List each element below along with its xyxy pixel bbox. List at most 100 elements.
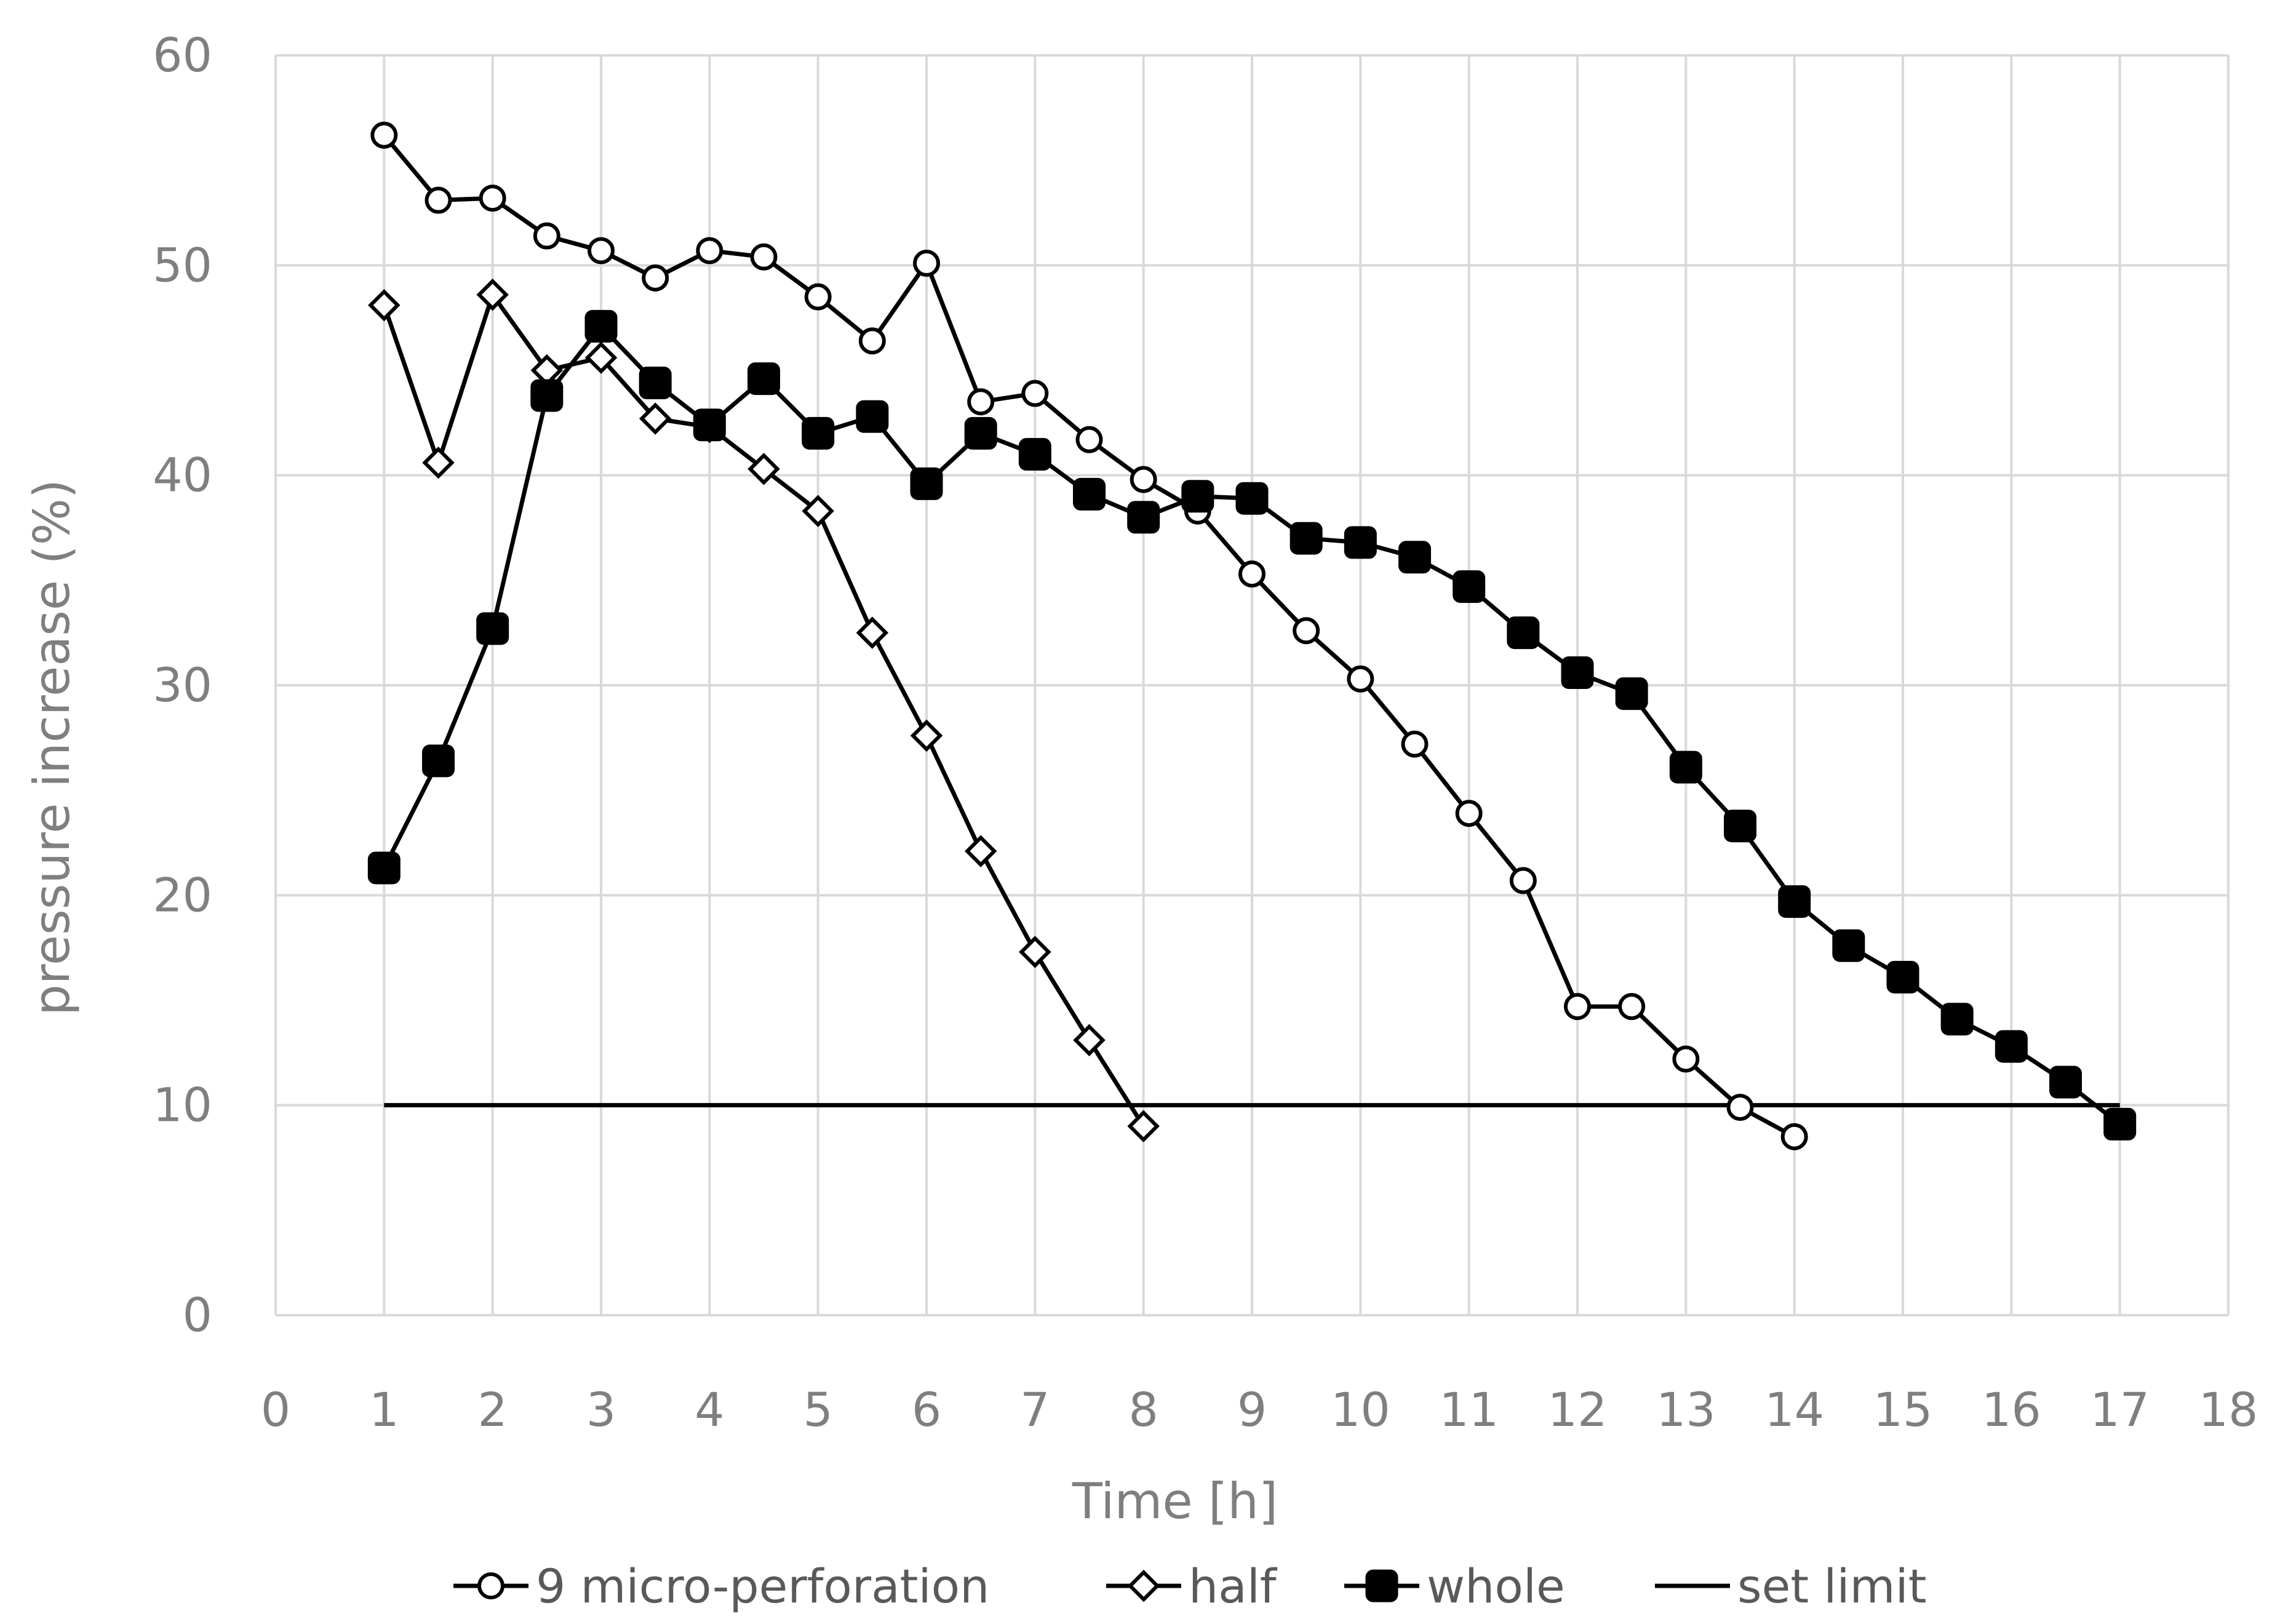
data-point-whole: [1073, 477, 1106, 511]
x-tick-label: 8: [1128, 1382, 1158, 1437]
y-axis-title: pressure increase (%): [23, 479, 81, 1016]
data-point-9-micro-perforation: [533, 222, 560, 250]
data-point-9-micro-perforation: [479, 185, 506, 212]
data-point-whole: [1398, 541, 1431, 574]
x-tick-label: 14: [1764, 1382, 1824, 1437]
data-point-half: [584, 341, 618, 374]
x-tick-label: 12: [1548, 1382, 1608, 1437]
data-point-whole: [1289, 522, 1323, 555]
data-point-whole: [2103, 1107, 2137, 1140]
data-point-whole: [1778, 885, 1811, 918]
data-point-9-micro-perforation: [858, 327, 886, 355]
data-point-9-micro-perforation: [1401, 730, 1429, 758]
data-point-half: [1019, 936, 1051, 968]
x-tick-labels: 0 1 2 3 4 5 6 7 8 9 10 11 12 13 14 15 16 17 18: [261, 1382, 2258, 1437]
data-point-whole: [1235, 482, 1269, 515]
data-point-9-micro-perforation: [1293, 617, 1320, 645]
legend-marker-whole: [1365, 1569, 1398, 1602]
data-point-9-micro-perforation: [1021, 380, 1049, 407]
data-point-half: [747, 453, 780, 485]
x-tick-label: 0: [261, 1382, 290, 1437]
legend-item-9-micro-perforation: 9 micro-perforation: [453, 1559, 989, 1614]
data-point-whole: [802, 416, 835, 450]
data-point-half: [1127, 1110, 1160, 1143]
data-point-half: [964, 835, 997, 867]
data-point-9-micro-perforation: [1618, 993, 1646, 1021]
legend-label-9-micro-perforation: 9 micro-perforation: [536, 1559, 989, 1614]
x-tick-label: 3: [586, 1382, 616, 1437]
data-point-9-micro-perforation: [1075, 426, 1103, 453]
legend-item-set-limit: set limit: [1655, 1559, 1927, 1614]
data-point-whole: [693, 408, 726, 442]
data-point-whole: [1127, 501, 1160, 534]
data-point-half: [476, 278, 509, 311]
data-point-whole: [422, 744, 455, 778]
series-9-micro-perforation: [370, 121, 1808, 1150]
legend-label-half: half: [1189, 1559, 1278, 1614]
y-tick-label: 10: [153, 1078, 212, 1132]
data-point-whole: [639, 366, 672, 399]
data-point-whole: [1561, 656, 1594, 690]
data-point-whole: [964, 416, 997, 450]
data-point-9-micro-perforation: [1564, 993, 1591, 1021]
data-point-whole: [530, 379, 564, 412]
data-point-whole: [1995, 1030, 2028, 1063]
data-point-9-micro-perforation: [1130, 466, 1157, 493]
data-point-whole: [1181, 480, 1214, 513]
data-point-half: [422, 446, 455, 479]
x-tick-label: 18: [2199, 1382, 2258, 1437]
x-axis-title: Time [h]: [1072, 1473, 1278, 1530]
data-point-whole: [856, 400, 889, 433]
data-point-whole: [1940, 1003, 1974, 1036]
data-point-whole: [1724, 810, 1756, 843]
x-tick-label: 4: [695, 1382, 724, 1437]
data-point-whole: [1615, 677, 1648, 710]
legend: 9 micro-perforation half whole set limit: [453, 1559, 1927, 1614]
data-point-9-micro-perforation: [1726, 1094, 1754, 1121]
x-tick-label: 11: [1439, 1382, 1499, 1437]
data-point-whole: [1018, 438, 1051, 471]
x-tick-label: 9: [1237, 1382, 1267, 1437]
data-point-9-micro-perforation: [1455, 800, 1483, 827]
x-tick-label: 13: [1656, 1382, 1716, 1437]
y-tick-label: 0: [183, 1288, 212, 1342]
series-group: [367, 121, 2137, 1150]
data-point-9-micro-perforation: [750, 243, 778, 271]
x-tick-label: 16: [1982, 1382, 2041, 1437]
data-point-whole: [1453, 570, 1486, 603]
data-point-9-micro-perforation: [1347, 665, 1374, 693]
y-tick-label: 60: [153, 28, 212, 82]
data-point-half: [1073, 1024, 1106, 1057]
data-point-9-micro-perforation: [588, 237, 615, 265]
y-tick-label: 50: [153, 237, 212, 292]
legend-marker-9-micro-perforation: [477, 1572, 504, 1599]
data-point-whole: [1669, 750, 1702, 784]
data-point-whole: [476, 612, 509, 645]
data-point-half: [802, 495, 834, 527]
y-tick-label: 20: [153, 867, 212, 922]
data-point-9-micro-perforation: [1780, 1123, 1808, 1150]
x-tick-label: 7: [1020, 1382, 1050, 1437]
data-point-9-micro-perforation: [1238, 560, 1266, 588]
data-point-9-micro-perforation: [1509, 867, 1537, 894]
x-tick-label: 6: [912, 1382, 941, 1437]
legend-label-whole: whole: [1427, 1559, 1565, 1614]
data-point-9-micro-perforation: [425, 186, 452, 214]
legend-label-set-limit: set limit: [1737, 1559, 1927, 1614]
x-tick-label: 15: [1873, 1382, 1933, 1437]
data-point-whole: [747, 362, 780, 396]
data-point-half: [910, 719, 943, 752]
data-point-9-micro-perforation: [1672, 1045, 1700, 1073]
y-tick-labels: 0 10 20 30 40 50 60: [153, 28, 212, 1342]
x-tick-label: 1: [369, 1382, 399, 1437]
data-point-9-micro-perforation: [696, 237, 723, 265]
x-tick-label: 10: [1331, 1382, 1390, 1437]
data-point-9-micro-perforation: [642, 264, 669, 292]
x-tick-label: 17: [2090, 1382, 2150, 1437]
data-point-9-micro-perforation: [804, 283, 832, 311]
y-tick-label: 40: [153, 448, 212, 503]
data-point-whole: [1886, 960, 1919, 993]
series-whole: [367, 309, 2137, 1140]
data-point-half: [639, 402, 672, 435]
